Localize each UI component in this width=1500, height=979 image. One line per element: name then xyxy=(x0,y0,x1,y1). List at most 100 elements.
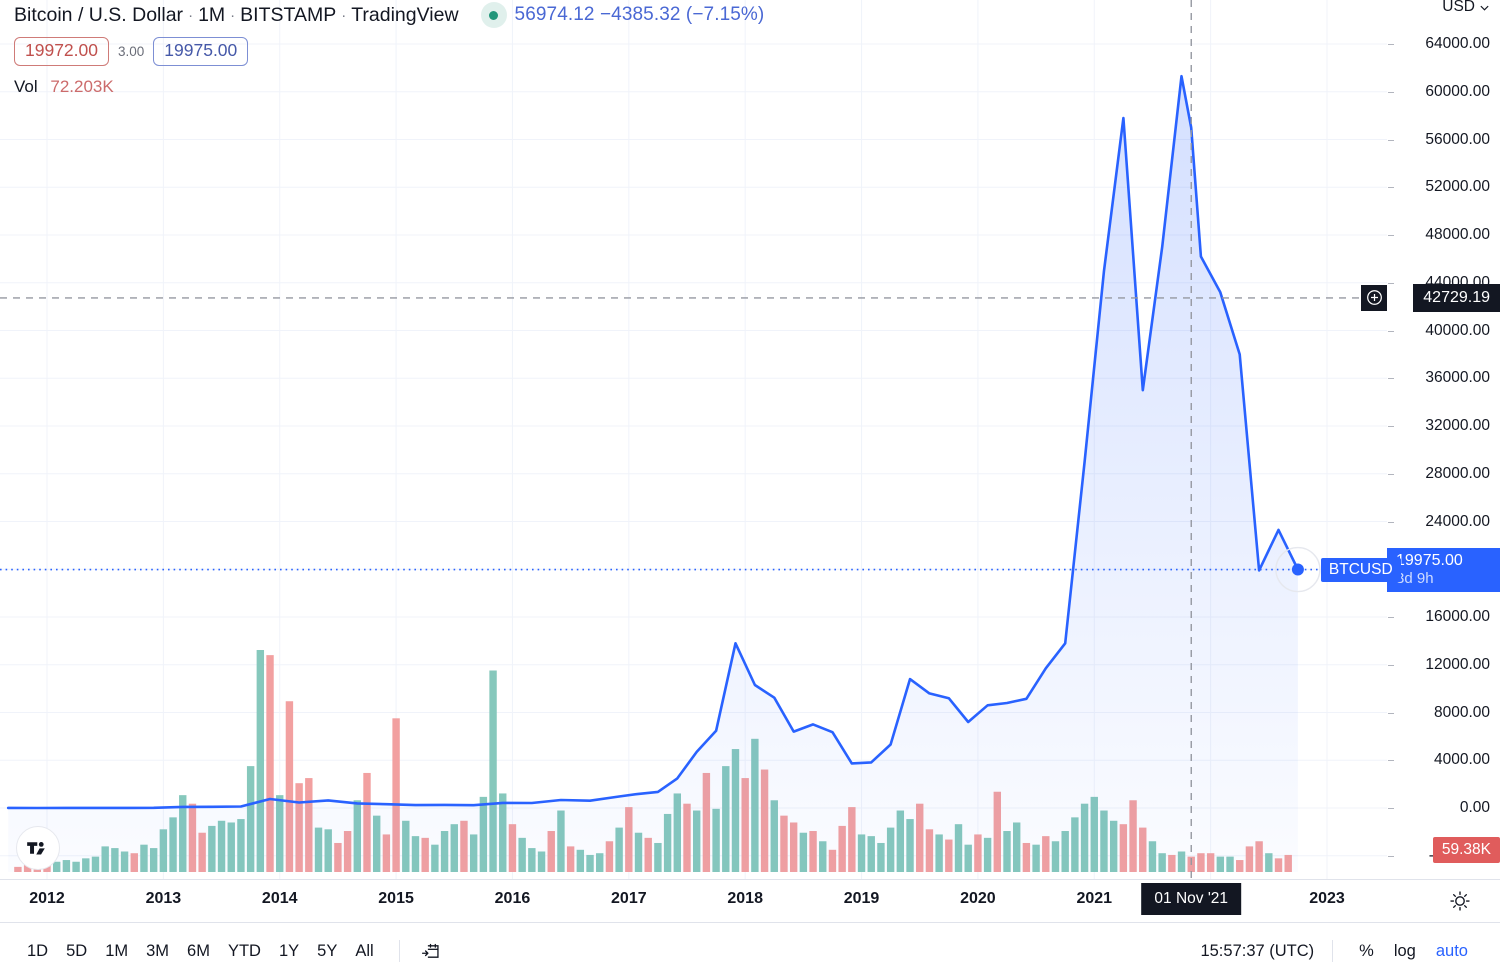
log-scale-button[interactable]: log xyxy=(1393,941,1416,960)
chart-legend: Bitcoin / U.S. Dollar · 1M · BITSTAMP · … xyxy=(14,2,764,97)
legend-separator-3: · xyxy=(341,6,347,24)
price-tick-label: 32000.00 xyxy=(1425,417,1490,434)
time-tick-label: 2015 xyxy=(378,890,414,907)
last-price-label[interactable]: 19975.00 3d 9h xyxy=(1387,547,1500,592)
crosshair-price-label: 42729.19 xyxy=(1413,283,1500,312)
range-button-5y[interactable]: 5Y xyxy=(317,941,338,960)
price-tick-dash xyxy=(1388,426,1394,427)
price-tick-label: 12000.00 xyxy=(1425,655,1490,673)
range-button-3m[interactable]: 3M xyxy=(146,941,170,960)
spread-value: 3.00 xyxy=(118,43,145,59)
legend-volume-row: Vol 72.203K xyxy=(14,77,764,97)
price-axis[interactable]: USD 64000.00 60000.00 56000.00 52000.00 4800… xyxy=(1387,0,1500,879)
legend-separator-2: · xyxy=(230,6,236,24)
time-tick-label: 2017 xyxy=(611,890,647,907)
bottom-toolbar: 1D 5D 1M 3M 6M YTD 1Y 5Y All 15:57:37 (UTC) % lo… xyxy=(0,922,1500,979)
range-button-5d[interactable]: 5D xyxy=(66,941,88,960)
price-tick-dash xyxy=(1388,521,1394,523)
tradingview-logo-glyph xyxy=(27,842,45,855)
volume-bar xyxy=(392,718,400,872)
price-tick-label: 28000.00 xyxy=(1425,464,1490,482)
time-tick-label: 2012 xyxy=(29,890,65,907)
auto-scale-button[interactable]: auto xyxy=(1435,941,1468,960)
price-tick-label: 8000.00 xyxy=(1433,703,1490,721)
price-tick-dash xyxy=(1388,91,1394,93)
price-tick-label: 16000.00 xyxy=(1425,608,1490,625)
symbol-title[interactable]: Bitcoin / U.S. Dollar xyxy=(14,3,184,26)
price-tick-dash xyxy=(1388,664,1394,666)
market-open-dot-icon xyxy=(480,2,507,28)
price-tick-dash xyxy=(1388,760,1394,762)
price-tick-dash xyxy=(1388,808,1394,809)
volume-bar xyxy=(285,701,294,872)
right-toolbar: 15:57:37 (UTC) % log auto xyxy=(1200,937,1500,966)
price-tick-label: 64000.00 xyxy=(1425,35,1490,52)
volume-label: Vol xyxy=(14,76,38,96)
volume-value: 72.203K xyxy=(50,76,114,96)
price-tick-dash xyxy=(1388,617,1394,618)
time-tick-label: 2016 xyxy=(494,890,531,907)
percent-scale-button[interactable]: % xyxy=(1359,941,1374,960)
range-selector: 1D 5D 1M 3M 6M YTD 1Y 5Y All xyxy=(0,937,383,966)
circled-plus-icon[interactable] xyxy=(1361,284,1387,311)
range-button-1m[interactable]: 1M xyxy=(105,941,129,960)
legend-title-row: Bitcoin / U.S. Dollar · 1M · BITSTAMP · … xyxy=(14,2,764,28)
time-tick-label: 2014 xyxy=(261,890,298,907)
toolbar-divider xyxy=(398,940,400,962)
provider-label[interactable]: TradingView xyxy=(351,3,459,26)
sun-icon[interactable] xyxy=(1446,887,1474,915)
chevron-down-icon xyxy=(1480,5,1489,11)
sun-glyph xyxy=(1450,891,1470,911)
time-axis-top-border xyxy=(0,879,1500,880)
volume-bar xyxy=(266,655,274,872)
time-tick-label: 2020 xyxy=(960,890,996,907)
price-tick-dash xyxy=(1388,282,1394,284)
price-tick-dash xyxy=(1388,187,1394,189)
time-tick-label: 2013 xyxy=(145,890,182,907)
right-toolbar-divider xyxy=(1332,940,1334,962)
price-tick-label: 56000.00 xyxy=(1425,130,1490,148)
range-button-ytd[interactable]: YTD xyxy=(227,941,261,960)
legend-quote-row: 19972.00 3.00 19975.00 xyxy=(14,37,764,66)
crosshair-date-label: 01 Nov '21 xyxy=(1141,883,1242,915)
price-tick-dash xyxy=(1388,712,1394,714)
price-tick-dash xyxy=(1388,139,1394,141)
legend-separator-1: · xyxy=(188,6,194,24)
calendar-goto-glyph xyxy=(422,943,439,958)
time-axis[interactable]: 2012 2013 2014 2015 2016 2017 2018 2019 2020 2021… xyxy=(0,879,1500,922)
chart-pane[interactable] xyxy=(0,0,1387,879)
time-tick-label: 2021 xyxy=(1076,890,1113,907)
price-tick-label: 4000.00 xyxy=(1433,751,1490,769)
currency-label: USD xyxy=(1442,0,1475,15)
quote-change: 56974.12 −4385.32 (−7.15%) xyxy=(514,4,765,25)
time-tick-label: 2018 xyxy=(727,890,763,907)
circled-plus-glyph xyxy=(1366,290,1382,306)
interval-label[interactable]: 1M xyxy=(198,3,226,26)
exchange-label[interactable]: BITSTAMP xyxy=(240,3,337,26)
price-tick-label: 48000.00 xyxy=(1425,226,1490,243)
volume-axis-label: 59.38K xyxy=(1432,836,1500,863)
ask-price[interactable]: 19975.00 xyxy=(153,37,249,66)
range-button-1d[interactable]: 1D xyxy=(27,941,49,960)
price-tick-dash xyxy=(1388,44,1394,45)
price-tick-dash xyxy=(1388,330,1394,332)
range-button-all[interactable]: All xyxy=(355,941,374,960)
range-button-6m[interactable]: 6M xyxy=(187,941,210,960)
currency-selector[interactable]: USD xyxy=(1442,0,1490,16)
last-price-value: 19975.00 xyxy=(1396,551,1463,569)
price-tick-dash xyxy=(1388,473,1394,475)
last-price-marker xyxy=(0,546,1387,593)
price-tick-label: 24000.00 xyxy=(1425,512,1490,530)
volume-bar xyxy=(489,670,497,872)
range-button-1y[interactable]: 1Y xyxy=(278,941,300,960)
price-tick-dash xyxy=(1388,235,1394,236)
price-tick-label: 40000.00 xyxy=(1425,321,1490,339)
price-tick-dash xyxy=(1388,855,1394,857)
price-tick-label: 60000.00 xyxy=(1425,82,1490,100)
calendar-goto-icon[interactable] xyxy=(416,937,446,965)
tradingview-logo-icon[interactable] xyxy=(16,826,60,870)
bar-countdown: 3d 9h xyxy=(1396,569,1434,587)
bid-price[interactable]: 19972.00 xyxy=(14,37,109,66)
time-tick-label: 2023 xyxy=(1309,890,1345,907)
